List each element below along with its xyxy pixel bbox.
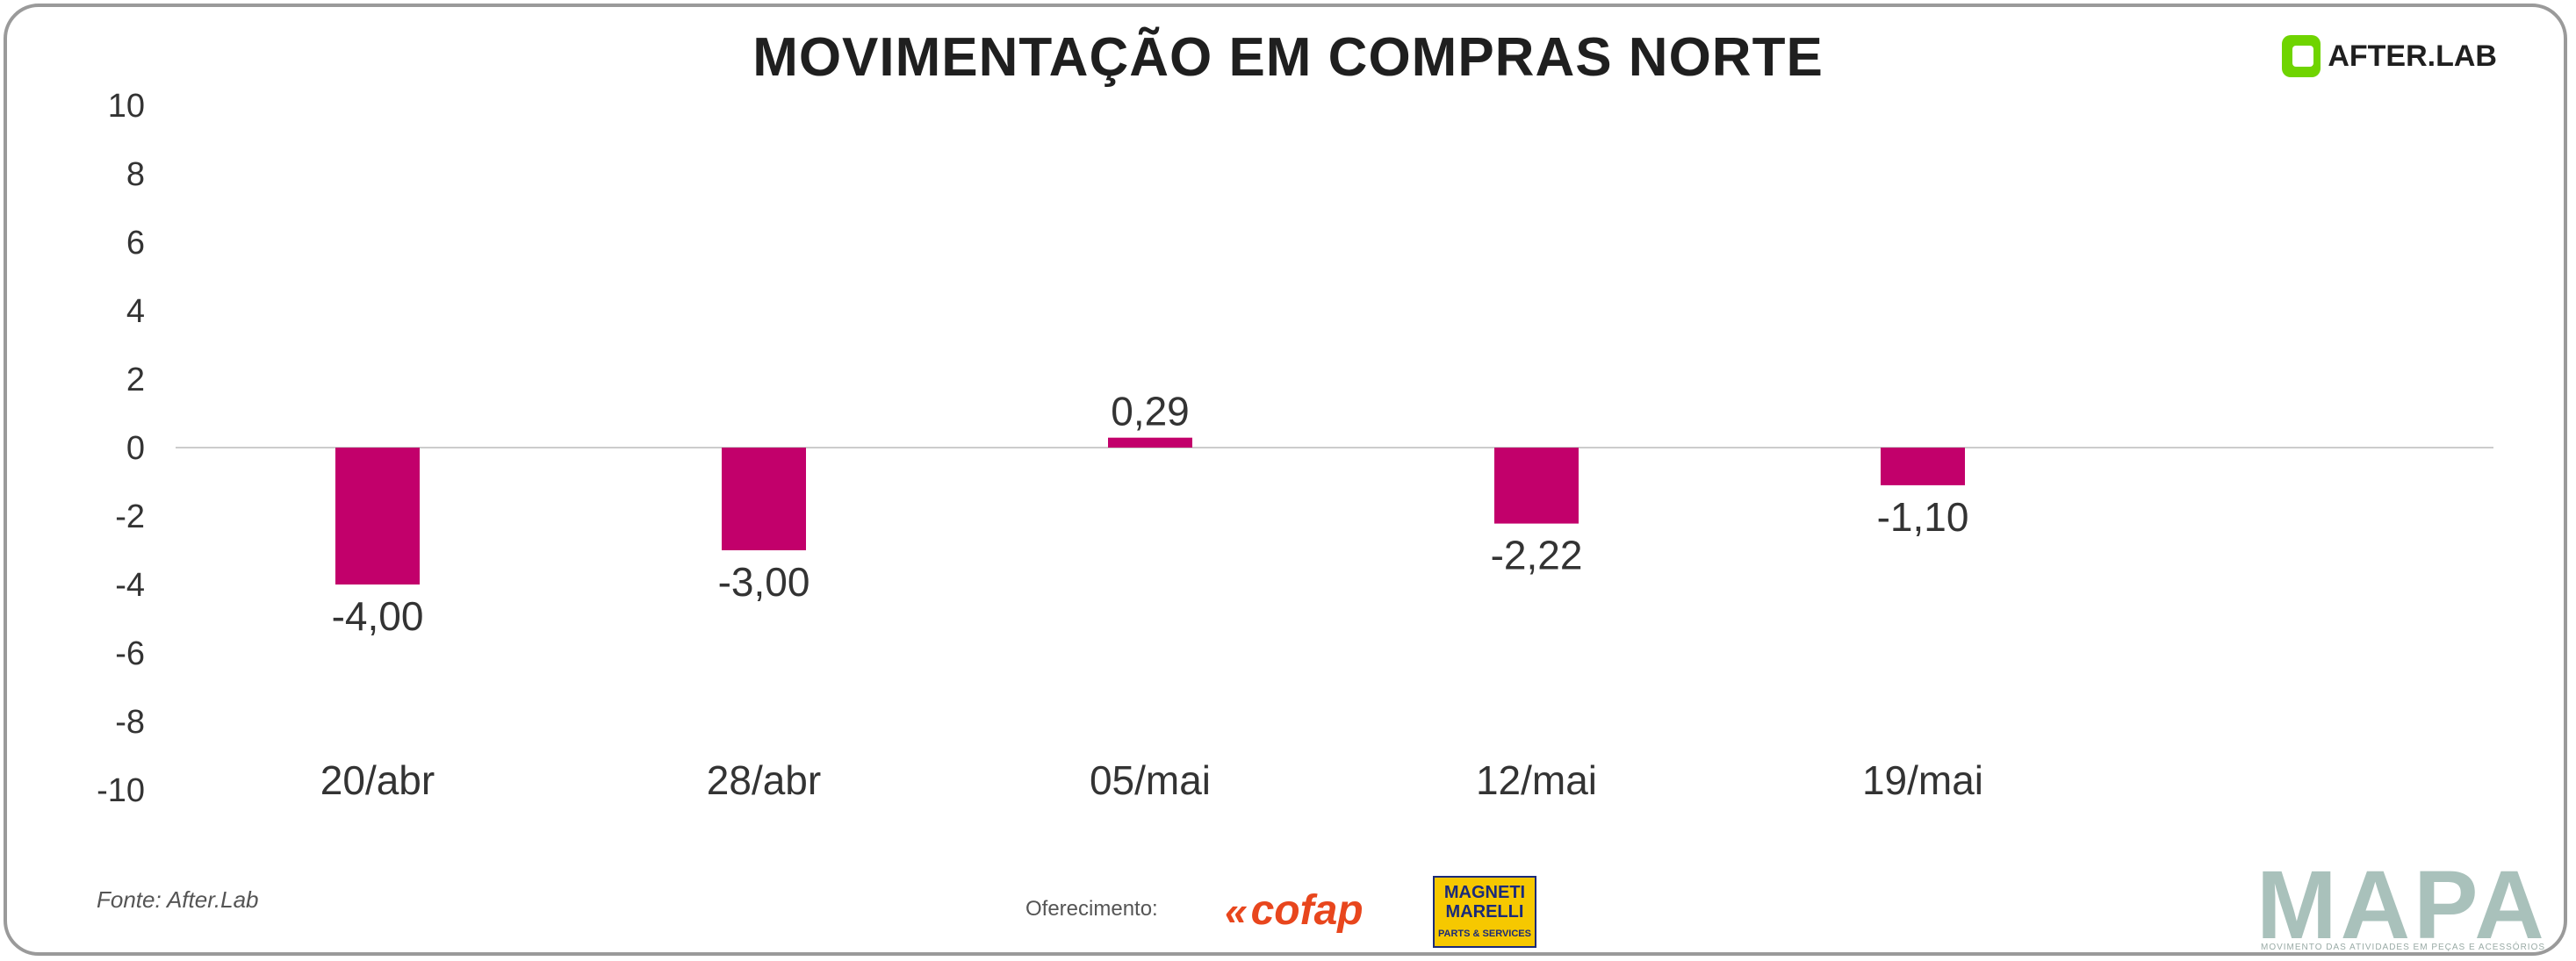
mapa-subtitle: MOVIMENTO DAS ATIVIDADES EM PEÇAS E ACES…	[2261, 943, 2546, 952]
source-note: Fonte: After.Lab	[97, 886, 259, 913]
bar	[1108, 437, 1192, 448]
y-tick-label: -4	[115, 567, 145, 604]
bar	[1494, 448, 1579, 524]
magneti-line1: MAGNETI	[1443, 883, 1526, 902]
y-tick-label: -2	[115, 498, 145, 535]
afterlab-logo: AFTER.LAB	[2282, 35, 2497, 77]
data-label: -2,22	[1491, 533, 1583, 578]
bar	[722, 448, 806, 550]
y-tick-label: -10	[97, 772, 145, 809]
cofap-logo: « cofap	[1225, 886, 1364, 935]
y-tick-label: -8	[115, 704, 145, 741]
y-axis-ticks: 10 8 6 4 2 0 -2 -4 -6 -8 -10	[97, 88, 145, 809]
afterlab-mark-icon	[2282, 35, 2321, 77]
x-tick-label: 20/abr	[320, 757, 435, 803]
magneti-line3: PARTS & SERVICES	[1438, 929, 1531, 939]
y-tick-label: 10	[108, 88, 145, 125]
x-tick-label: 05/mai	[1090, 757, 1211, 803]
x-tick-label: 12/mai	[1476, 757, 1597, 803]
bar	[1881, 448, 1965, 485]
cofap-chevron-icon: «	[1225, 887, 1248, 934]
mapa-logo: MAPA	[2256, 851, 2548, 959]
chart-frame	[4, 4, 2567, 956]
magneti-marelli-logo: MAGNETI MARELLI PARTS & SERVICES	[1433, 876, 1536, 948]
y-tick-label: 6	[126, 225, 145, 262]
y-tick-label: 0	[126, 430, 145, 467]
x-tick-label: 28/abr	[707, 757, 821, 803]
data-label: -4,00	[332, 593, 424, 639]
data-label: 0,29	[1111, 389, 1190, 434]
data-labels: -4,00 -3,00 0,29 -2,22 -1,10	[332, 389, 1969, 639]
bar	[335, 448, 420, 584]
data-label: -3,00	[718, 559, 810, 605]
bars	[335, 437, 1965, 584]
x-tick-label: 19/mai	[1862, 757, 1983, 803]
chart-title: MOVIMENTAÇÃO EM COMPRAS NORTE	[752, 27, 1824, 88]
cofap-logo-text: cofap	[1250, 887, 1364, 934]
y-tick-label: 4	[126, 293, 145, 330]
x-axis-ticks: 20/abr 28/abr 05/mai 12/mai 19/mai	[320, 757, 1983, 803]
y-tick-label: 2	[126, 362, 145, 398]
y-tick-label: -6	[115, 635, 145, 672]
afterlab-logo-text: AFTER.LAB	[2328, 39, 2497, 73]
data-label: -1,10	[1877, 494, 1969, 540]
magneti-line2: MARELLI	[1445, 902, 1524, 922]
sponsor-label: Oferecimento:	[1025, 897, 1158, 921]
y-tick-label: 8	[126, 156, 145, 193]
